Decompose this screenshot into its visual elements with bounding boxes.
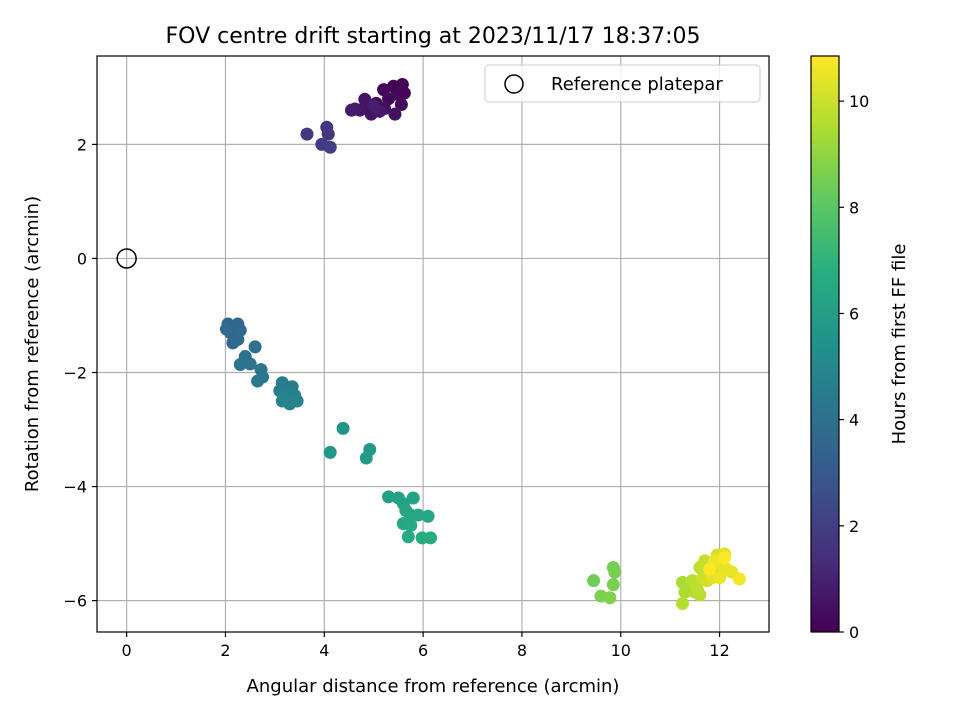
x-tick-label: 4 [319, 641, 329, 660]
colorbar-label: Hours from first FF file [889, 244, 910, 445]
data-point [358, 92, 372, 106]
data-point [608, 565, 622, 579]
y-tick-label: −6 [63, 592, 87, 611]
data-point [344, 103, 358, 117]
data-point [606, 578, 620, 592]
colorbar: 0 2 4 6 8 10 Hours from first FF file [810, 55, 910, 642]
y-tick-label: −2 [63, 364, 87, 383]
data-point [278, 391, 292, 405]
data-point [394, 97, 408, 111]
data-point [732, 572, 746, 586]
colorbar-tick-label: 2 [849, 517, 859, 536]
x-tick-label: 0 [122, 641, 132, 660]
x-tick-label: 8 [517, 641, 527, 660]
x-tick-label: 12 [709, 641, 729, 660]
legend-reference-marker [504, 74, 524, 94]
chart-title: FOV centre drift starting at 2023/11/17 … [166, 24, 701, 49]
colorbar-tick-label: 10 [849, 92, 869, 111]
data-point [243, 357, 257, 371]
legend-box [484, 64, 761, 103]
data-points [219, 78, 746, 610]
axis-ticks: 0 2 4 6 8 10 12 −6 −4 −2 0 2 [63, 135, 729, 660]
x-axis-label: Angular distance from reference (arcmin) [247, 676, 620, 697]
data-point [690, 582, 704, 596]
data-point [603, 591, 617, 605]
x-tick-label: 2 [220, 641, 230, 660]
reference-marker [116, 248, 137, 269]
data-point [231, 332, 245, 346]
data-point [323, 445, 337, 459]
colorbar-tick-label: 8 [849, 198, 859, 217]
y-tick-label: 2 [77, 135, 87, 154]
data-point [406, 491, 420, 505]
legend: Reference platepar [484, 64, 761, 103]
data-point [336, 421, 350, 435]
plot-frame [96, 55, 770, 633]
y-tick-label: −4 [63, 478, 87, 497]
data-point [219, 322, 233, 336]
data-point [421, 509, 435, 523]
colorbar-ticks: 0 2 4 6 8 10 [839, 92, 869, 642]
data-point [300, 127, 314, 141]
reference-platepar-marker [116, 248, 137, 269]
data-point [411, 508, 425, 522]
data-point [713, 571, 727, 585]
colorbar-tick-label: 0 [849, 623, 859, 642]
grid-lines [97, 56, 769, 632]
data-point [401, 530, 415, 544]
data-point [382, 490, 396, 504]
data-point [251, 374, 265, 388]
colorbar-frame [810, 55, 840, 633]
data-point [388, 107, 402, 121]
data-point [676, 596, 690, 610]
y-tick-label: 0 [77, 249, 87, 268]
colorbar-tick-label: 4 [849, 411, 859, 430]
data-point [323, 140, 337, 154]
data-point [424, 531, 438, 545]
legend-label: Reference platepar [551, 74, 723, 95]
data-point [321, 127, 335, 141]
data-point [248, 340, 262, 354]
y-axis-label: Rotation from reference (arcmin) [22, 196, 43, 492]
data-point [404, 518, 418, 532]
data-point [367, 99, 381, 113]
x-tick-label: 10 [611, 641, 631, 660]
data-point [359, 451, 373, 465]
data-point [587, 574, 601, 588]
x-tick-label: 6 [418, 641, 428, 660]
data-point [678, 585, 692, 599]
colorbar-tick-label: 6 [849, 304, 859, 323]
data-point [290, 394, 304, 408]
colorbar-gradient [811, 56, 839, 632]
data-point [718, 551, 732, 565]
data-point [233, 358, 247, 372]
data-point [703, 562, 717, 576]
